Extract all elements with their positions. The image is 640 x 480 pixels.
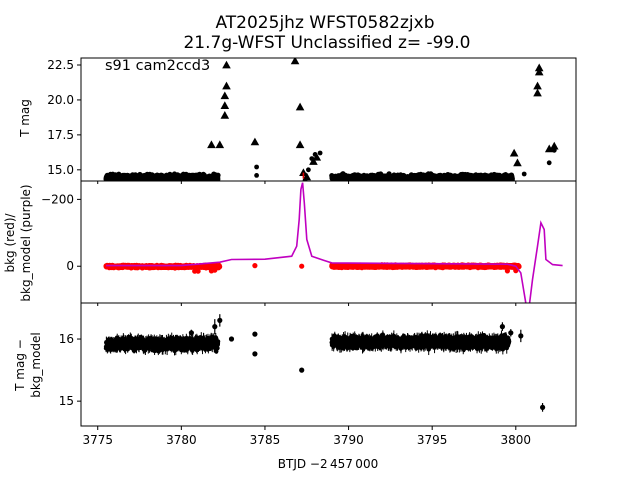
upper-limit-triangle [309, 157, 318, 165]
figure-title-line2: 21.7g-WFST Unclassified z= -99.0 [183, 33, 470, 53]
upper-limit-triangle [509, 148, 519, 157]
upper-limit-triangle [222, 60, 231, 69]
top-panel-data [103, 58, 559, 181]
detection-point [254, 164, 259, 170]
0-ytick-label: 15.0 [47, 163, 74, 177]
middle-panel-ylabel-line1: bkg (red)/ [3, 213, 17, 273]
detection-point [317, 150, 323, 156]
panel-middle: 0 −200 bkg (red)/ bkg_model (purple) [3, 180, 577, 306]
top-panel-yticks: 15.0 17.5 20.0 22.5 [47, 58, 517, 184]
detection-point [546, 160, 552, 166]
upper-limit-triangle [250, 137, 260, 146]
detection-point [254, 173, 259, 178]
upper-limit-triangle [534, 63, 544, 72]
upper-limit-triangle [220, 111, 230, 119]
upper-limit-triangle [295, 102, 305, 111]
upper-limit-triangle [207, 140, 216, 149]
upper-limit-triangle [299, 168, 308, 177]
0-ytick-label: 20.0 [47, 93, 74, 107]
bkg-point [299, 263, 305, 269]
middle-panel-marks [103, 182, 563, 303]
middle-panel-ylabel-line2: bkg_model (purple) [19, 184, 33, 301]
bkg-point [513, 268, 519, 274]
bkg-point [195, 268, 201, 274]
upper-limit-triangle [290, 58, 300, 65]
detection-point [521, 171, 527, 177]
top-panel-marks [103, 58, 559, 181]
detection-point [215, 172, 221, 178]
upper-limit-triangle [549, 141, 559, 150]
1-ytick-label: −200 [41, 192, 74, 206]
upper-limit-triangle [533, 81, 542, 90]
upper-limit-triangle [220, 91, 230, 100]
upper-limit-triangle [220, 101, 230, 109]
upper-limit-triangle [302, 172, 312, 181]
panel-top: 15.0 17.5 20.0 22.5 s91 cam2ccd3 T mag [18, 57, 577, 184]
upper-limit-triangle [215, 140, 225, 149]
upper-limit-triangle [544, 144, 554, 153]
1-ytick-label: 0 [66, 259, 74, 273]
upper-limit-triangle [534, 67, 544, 76]
bkg-point [504, 268, 510, 274]
bottom-panel-data [103, 314, 546, 412]
0-ytick-label: 22.5 [47, 58, 74, 72]
detection-point [509, 175, 515, 181]
detection-point [306, 167, 311, 173]
bkg-model-line [106, 182, 563, 303]
upper-limit-triangle [513, 158, 522, 167]
middle-panel-data [103, 182, 563, 303]
bkg-point [212, 267, 218, 273]
upper-limit-triangle [312, 152, 322, 161]
bkg-point [252, 263, 258, 269]
upper-limit-triangle [222, 81, 231, 90]
upper-limit-triangle [295, 140, 305, 149]
bkg-point [217, 264, 223, 270]
detection-point [215, 176, 221, 181]
0-ytick-label: 17.5 [47, 128, 74, 142]
top-panel-ylabel: T mag [18, 99, 32, 138]
bottom-panel-marks [103, 314, 546, 412]
top-panel-annotation: s91 cam2ccd3 [105, 58, 210, 74]
upper-limit-triangle [533, 88, 542, 97]
figure-title-line1: AT2025jhz WFST0582zjxb [215, 13, 434, 33]
